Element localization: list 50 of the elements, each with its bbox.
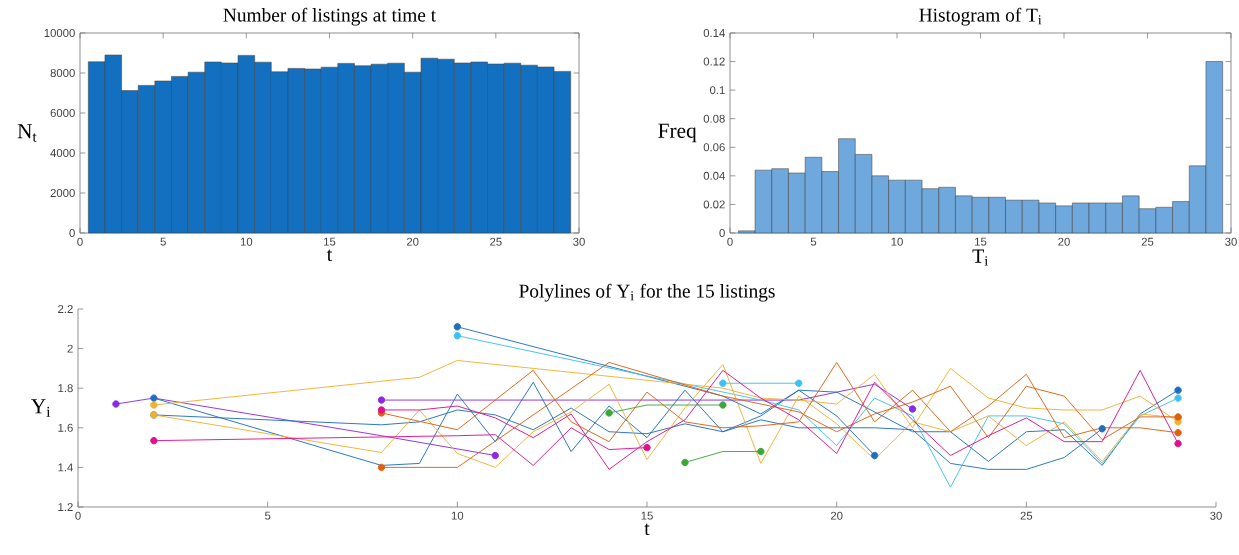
y-tick-label: 2000 bbox=[50, 188, 75, 197]
x-tick-label: 20 bbox=[406, 237, 419, 246]
x-tick-label: 0 bbox=[727, 237, 733, 246]
y-tick-label: 0.1 bbox=[709, 86, 725, 95]
y-tick-label: 10000 bbox=[44, 28, 75, 37]
x-tick-label: 25 bbox=[1020, 511, 1033, 520]
x-tick-label: 5 bbox=[160, 237, 166, 246]
y-tick-label: 0.08 bbox=[703, 114, 725, 123]
x-tick-label: 25 bbox=[490, 237, 502, 246]
y-tick-label: 0.14 bbox=[703, 28, 725, 37]
x-tick-label: 20 bbox=[1058, 237, 1070, 246]
y-tick-label: 6000 bbox=[50, 108, 75, 117]
x-axis-title: T$_{i}$ bbox=[972, 249, 988, 266]
x-tick-label: 20 bbox=[830, 511, 843, 520]
x-tick-label: 0 bbox=[75, 511, 81, 520]
y-axis-title: Freq bbox=[658, 123, 697, 143]
y-tick-label: 8000 bbox=[50, 68, 75, 77]
chart-title: Number of listings at time t bbox=[223, 7, 436, 26]
x-tick-label: 5 bbox=[264, 511, 271, 520]
y-tick-label: 4000 bbox=[50, 148, 75, 157]
y-tick-label: 1.8 bbox=[58, 384, 73, 393]
y-tick-label: 1.6 bbox=[58, 423, 73, 432]
y-tick-label: 0.02 bbox=[703, 200, 725, 209]
y-tick-label: 0 bbox=[719, 228, 725, 237]
y-tick-label: 0.06 bbox=[703, 143, 725, 152]
x-tick-label: 15 bbox=[641, 511, 653, 520]
x-tick-label: 15 bbox=[324, 237, 336, 246]
x-axis-title: t bbox=[644, 523, 650, 535]
y-tick-label: 0.12 bbox=[703, 57, 725, 66]
y-tick-label: 2 bbox=[67, 344, 73, 353]
y-tick-label: 2.2 bbox=[58, 305, 73, 313]
y-axis-title: N$_{t}$ bbox=[17, 124, 37, 142]
x-tick-label: 30 bbox=[573, 237, 585, 246]
chart-title: Polylines of Y$_{i}$ for the 15 listings bbox=[519, 283, 775, 302]
x-tick-label: 0 bbox=[77, 237, 83, 246]
y-tick-label: 0.04 bbox=[703, 171, 725, 180]
x-tick-label: 10 bbox=[240, 237, 253, 246]
y-axis-title: Y$_{i}$ bbox=[31, 399, 51, 417]
x-axis-title: t bbox=[326, 249, 333, 261]
x-tick-label: 15 bbox=[975, 237, 987, 246]
y-tick-label: 1.2 bbox=[58, 503, 73, 511]
y-tick-label: 1.4 bbox=[58, 463, 73, 472]
x-tick-label: 10 bbox=[451, 511, 464, 520]
x-tick-label: 10 bbox=[891, 237, 903, 246]
x-tick-label: 25 bbox=[1141, 237, 1154, 246]
x-tick-label: 30 bbox=[1225, 237, 1237, 246]
x-tick-label: 5 bbox=[810, 237, 817, 246]
chart-title: Histogram of T$_{i}$ bbox=[919, 7, 1042, 26]
y-tick-label: 0 bbox=[69, 228, 75, 237]
x-tick-label: 30 bbox=[1210, 511, 1222, 520]
